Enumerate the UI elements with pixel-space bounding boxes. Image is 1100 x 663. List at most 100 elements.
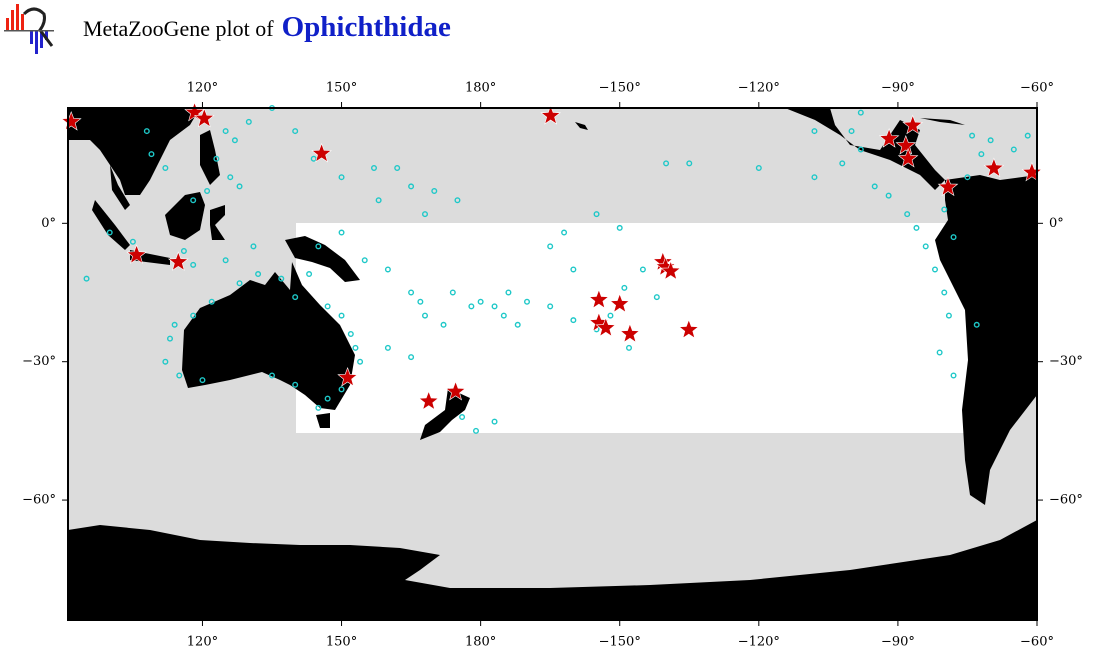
taxon-record	[983, 157, 1005, 178]
sample-point	[626, 344, 633, 351]
sample-point	[375, 197, 382, 204]
sample-point	[755, 164, 762, 171]
sample-point	[306, 271, 313, 278]
sample-point	[347, 331, 354, 338]
sample-point	[570, 317, 577, 324]
sample-point	[941, 289, 948, 296]
y-tick-label: 0°	[41, 216, 56, 231]
study-region	[296, 223, 980, 433]
sample-point	[417, 298, 424, 305]
sample-point	[213, 155, 220, 162]
taxon-record	[895, 134, 917, 155]
sample-point	[361, 257, 368, 264]
sample-point	[422, 211, 429, 218]
sample-point	[839, 160, 846, 167]
sample-point	[106, 229, 113, 236]
y-tick-label: −60°	[1049, 493, 1083, 508]
taxon-record	[878, 128, 900, 148]
sample-point	[148, 151, 155, 158]
sample-point	[561, 229, 568, 236]
sample-point	[491, 303, 498, 310]
sample-point	[338, 386, 345, 393]
sample-point	[950, 234, 957, 241]
x-tick-label: 150°	[326, 635, 357, 650]
sample-point	[932, 266, 939, 273]
taxon-record	[337, 366, 358, 387]
sample-point	[950, 372, 957, 379]
sample-point	[616, 224, 623, 231]
sample-point	[500, 312, 507, 319]
sample-point	[936, 349, 943, 356]
sample-point	[964, 174, 971, 181]
sample-point	[621, 284, 628, 291]
sample-point	[987, 137, 994, 144]
sample-point	[941, 206, 948, 213]
x-tick-label: −150°	[599, 81, 641, 96]
taxon-record	[126, 244, 147, 264]
sample-point	[236, 280, 243, 287]
sample-point	[454, 197, 461, 204]
sample-point	[166, 335, 173, 342]
taxon-record	[619, 323, 641, 343]
y-tick-label: −30°	[1049, 354, 1083, 369]
sample-point	[663, 160, 670, 167]
land	[68, 108, 1037, 620]
taxon-record	[1021, 161, 1043, 182]
sample-point	[639, 266, 646, 273]
sample-point	[449, 289, 456, 296]
sample-point	[180, 247, 187, 254]
sample-point	[477, 298, 484, 305]
taxon-record	[595, 317, 617, 337]
sample-point	[473, 427, 480, 434]
sample-point	[491, 418, 498, 425]
sample-point	[505, 289, 512, 296]
taxon-record	[902, 114, 924, 135]
taxon-record	[588, 289, 610, 309]
sample-point	[978, 151, 985, 158]
sample-point	[315, 404, 322, 411]
sample-point	[913, 224, 920, 231]
x-tick-label: 180°	[465, 81, 496, 96]
taxon-record	[418, 390, 440, 411]
sample-point	[190, 261, 197, 268]
sample-point	[653, 294, 660, 301]
sample-point	[440, 321, 447, 328]
sample-point	[255, 271, 262, 278]
sample-point	[514, 321, 521, 328]
taxon-record	[311, 142, 332, 163]
taxon-record	[445, 380, 466, 401]
sample-point	[431, 188, 438, 195]
sample-point	[857, 146, 864, 153]
taxon-record	[609, 293, 631, 313]
x-tick-label: 120°	[187, 81, 218, 96]
sample-point	[422, 312, 429, 319]
sample-point	[222, 257, 229, 264]
sample-point	[250, 243, 257, 250]
sample-point	[190, 312, 197, 319]
sample-point	[269, 372, 276, 379]
sample-point	[811, 128, 818, 135]
sample-point	[236, 183, 243, 190]
sample-point	[607, 312, 614, 319]
y-tick-label: −30°	[22, 354, 56, 369]
sample-point	[885, 192, 892, 199]
sample-point	[384, 344, 391, 351]
taxon-record	[184, 101, 205, 122]
x-tick-label: −60°	[1020, 635, 1054, 650]
sample-point	[204, 188, 211, 195]
sample-point	[129, 238, 136, 245]
sample-point	[83, 275, 90, 282]
sample-point	[171, 321, 178, 328]
taxon-record	[60, 110, 82, 131]
sample-point	[871, 183, 878, 190]
taxon-record	[167, 251, 189, 271]
title: MetaZooGene plot of Ophichthidae	[83, 11, 451, 43]
sample-point	[231, 137, 238, 144]
x-tick-label: −90°	[881, 635, 915, 650]
data-marks	[60, 101, 1043, 434]
sample-point	[408, 354, 415, 361]
sample-point	[408, 289, 415, 296]
sample-point	[922, 243, 929, 250]
sample-point	[352, 344, 359, 351]
sample-point	[338, 312, 345, 319]
